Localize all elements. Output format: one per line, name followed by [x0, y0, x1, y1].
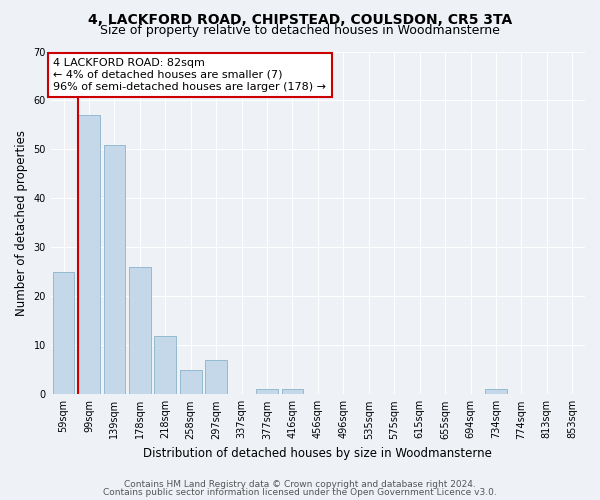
Bar: [281, 390, 303, 394]
Text: Size of property relative to detached houses in Woodmansterne: Size of property relative to detached ho…: [100, 24, 500, 37]
Bar: [104, 144, 125, 394]
Text: 4 LACKFORD ROAD: 82sqm
← 4% of detached houses are smaller (7)
96% of semi-detac: 4 LACKFORD ROAD: 82sqm ← 4% of detached …: [53, 58, 326, 92]
Bar: [256, 390, 278, 394]
X-axis label: Distribution of detached houses by size in Woodmansterne: Distribution of detached houses by size …: [143, 447, 493, 460]
Text: Contains HM Land Registry data © Crown copyright and database right 2024.: Contains HM Land Registry data © Crown c…: [124, 480, 476, 489]
Text: Contains public sector information licensed under the Open Government Licence v3: Contains public sector information licen…: [103, 488, 497, 497]
Bar: [129, 267, 151, 394]
Text: 4, LACKFORD ROAD, CHIPSTEAD, COULSDON, CR5 3TA: 4, LACKFORD ROAD, CHIPSTEAD, COULSDON, C…: [88, 12, 512, 26]
Bar: [180, 370, 202, 394]
Bar: [205, 360, 227, 394]
Y-axis label: Number of detached properties: Number of detached properties: [15, 130, 28, 316]
Bar: [78, 115, 100, 394]
Bar: [485, 390, 507, 394]
Bar: [154, 336, 176, 394]
Bar: [53, 272, 74, 394]
